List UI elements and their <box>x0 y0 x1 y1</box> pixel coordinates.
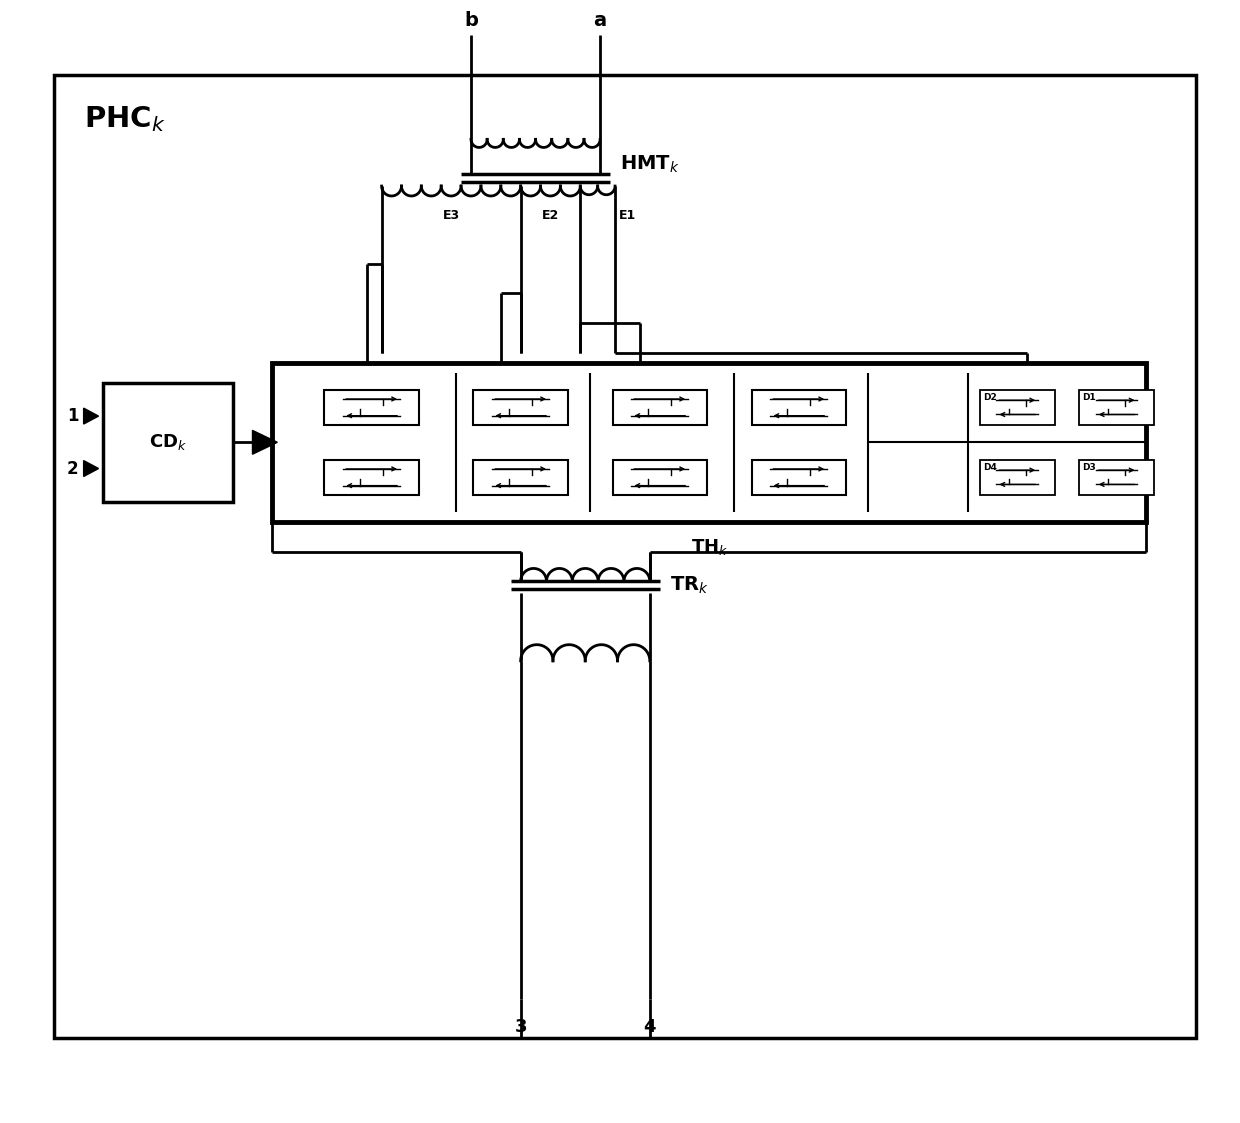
Bar <box>1079 390 1154 424</box>
Bar <box>1079 460 1154 494</box>
Polygon shape <box>253 430 278 454</box>
Bar <box>751 460 846 494</box>
Text: D4: D4 <box>983 463 997 472</box>
Text: b: b <box>464 11 477 30</box>
Bar <box>273 363 1147 522</box>
Bar <box>325 390 419 424</box>
Bar <box>613 460 707 494</box>
Text: D1: D1 <box>1083 393 1096 402</box>
Bar <box>1081 463 1152 492</box>
Bar <box>980 390 1054 424</box>
Bar <box>982 392 1052 422</box>
Text: PHC$_k$: PHC$_k$ <box>83 104 165 135</box>
Bar <box>982 463 1052 492</box>
Bar <box>474 390 568 424</box>
Bar <box>53 75 1197 1039</box>
Bar <box>325 460 419 494</box>
Text: CD$_k$: CD$_k$ <box>149 432 187 453</box>
Bar <box>103 383 233 502</box>
Polygon shape <box>83 460 98 476</box>
Text: D3: D3 <box>1083 463 1096 472</box>
Text: E3: E3 <box>443 209 460 222</box>
Text: HMT$_k$: HMT$_k$ <box>620 154 680 175</box>
Text: D2: D2 <box>983 393 997 402</box>
Bar <box>1081 392 1152 422</box>
Bar <box>751 390 846 424</box>
Bar <box>613 390 707 424</box>
Text: 1: 1 <box>67 407 78 426</box>
Text: 4: 4 <box>644 1019 656 1037</box>
Polygon shape <box>83 408 98 424</box>
Text: E1: E1 <box>619 209 636 222</box>
Text: 2: 2 <box>67 459 78 477</box>
Text: a: a <box>594 11 606 30</box>
Text: 3: 3 <box>515 1019 527 1037</box>
Bar <box>980 460 1054 494</box>
Text: TR$_k$: TR$_k$ <box>670 575 708 596</box>
Text: TH$_k$: TH$_k$ <box>691 537 728 557</box>
Bar <box>474 460 568 494</box>
Text: E2: E2 <box>542 209 559 222</box>
